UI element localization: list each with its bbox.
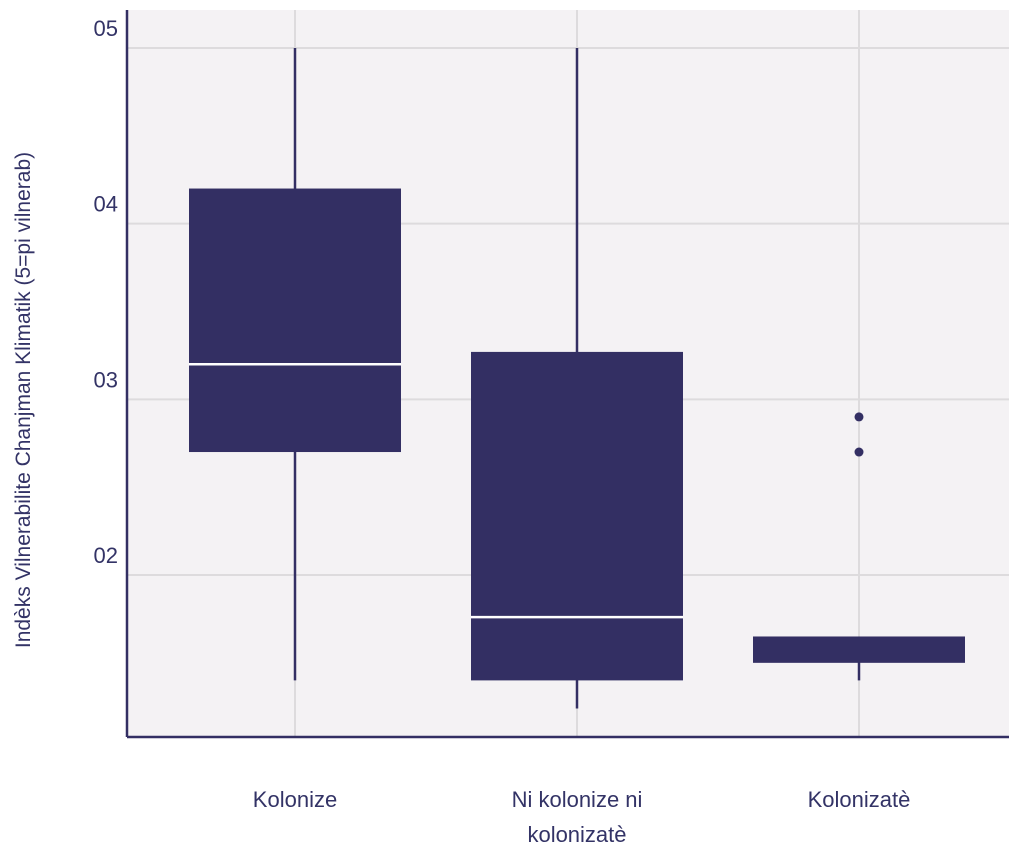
y-axis-title: Indèks Vilnerabilite Chanjman Klimatik (… (12, 152, 35, 648)
box (753, 636, 965, 663)
x-tick-label: Ni kolonize ni (512, 787, 643, 812)
y-tick-label: 02 (94, 543, 118, 568)
outlier-point (854, 412, 864, 422)
box (189, 188, 401, 453)
tick-labels: 02 03 04 05 Kolonize Ni kolonize ni kolonizatè… (94, 16, 911, 847)
x-tick-label: Kolonize (253, 787, 337, 812)
boxes (189, 48, 965, 709)
box (471, 351, 683, 681)
y-tick-label: 03 (94, 367, 118, 392)
y-tick-label: 04 (94, 192, 118, 217)
x-tick-label: Kolonizatè (808, 787, 911, 812)
axes (125, 10, 1009, 739)
y-tick-label: 05 (94, 16, 118, 41)
outlier-point (854, 447, 864, 457)
x-tick-label: kolonizatè (527, 822, 626, 845)
